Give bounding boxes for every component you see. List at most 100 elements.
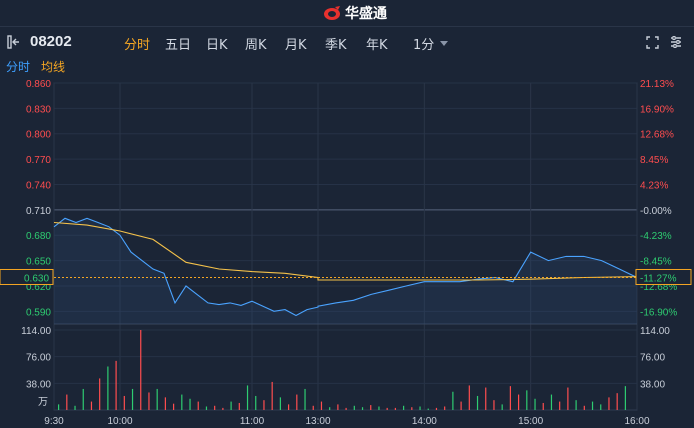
- volume-bar: [246, 385, 249, 410]
- brand-logo-icon: [324, 6, 340, 20]
- top-bar: 华盛通: [0, 0, 694, 27]
- price-tick-label: 0.740: [26, 180, 51, 191]
- tab-period-weekly[interactable]: 周K: [245, 38, 267, 53]
- pct-tick-label: 12.68%: [640, 130, 674, 141]
- indicator-legend: 分时 均线: [0, 57, 694, 75]
- volume-bar: [66, 394, 68, 410]
- pct-tick-label: -8.45%: [640, 257, 672, 268]
- volume-bar: [526, 390, 528, 410]
- volume-bar: [476, 395, 479, 410]
- volume-bar: [353, 405, 355, 410]
- volume-bar: [501, 404, 503, 410]
- volume-bar: [370, 405, 372, 410]
- volume-bar: [173, 403, 175, 410]
- price-tick-label: 0.650: [26, 257, 51, 268]
- volume-bar: [444, 406, 446, 410]
- volume-bar: [205, 406, 208, 410]
- volume-bar: [460, 401, 462, 410]
- fullscreen-icon[interactable]: [646, 36, 659, 49]
- brand: 华盛通: [322, 4, 387, 22]
- volume-bar: [616, 393, 618, 410]
- tab-period-5day[interactable]: 五日: [165, 38, 192, 53]
- volume-bar: [279, 397, 281, 410]
- volume-unit-label: 万: [38, 397, 48, 408]
- tab-period-quarterly[interactable]: 季K: [325, 38, 347, 53]
- price-tick-label: 0.710: [26, 206, 51, 217]
- tab-period-minute[interactable]: 1分: [413, 38, 435, 53]
- toolbar: 08202 分时 五日 日K 周K 月K 季K 年K 1分: [0, 27, 694, 57]
- volume-bar: [345, 407, 347, 410]
- legend-price[interactable]: 分时: [6, 60, 31, 74]
- volume-bar: [107, 366, 109, 410]
- volume-bar: [148, 392, 150, 410]
- volume-tick-label-right: 114.00: [640, 326, 670, 337]
- volume-bar: [411, 407, 413, 410]
- settings-icon[interactable]: [669, 35, 683, 49]
- chevron-down-icon[interactable]: [440, 41, 448, 46]
- stock-code[interactable]: 08202: [30, 33, 72, 50]
- time-tick-label: 14:00: [412, 416, 437, 427]
- volume-bar: [550, 394, 553, 410]
- volume-tick-label-right: 76.00: [640, 353, 665, 364]
- volume-bar: [534, 398, 536, 410]
- tab-period-daily[interactable]: 日K: [206, 38, 228, 53]
- price-tick-label: 0.590: [26, 307, 51, 318]
- tab-period-intraday[interactable]: 分时: [124, 38, 151, 53]
- volume-bar: [263, 400, 265, 410]
- time-tick-label: 16:00: [624, 416, 649, 427]
- time-tick-label: 15:00: [518, 416, 543, 427]
- volume-bar: [600, 404, 602, 410]
- legend-average[interactable]: 均线: [41, 60, 66, 74]
- volume-tick-label: 114.00: [21, 326, 51, 337]
- volume-bar: [214, 405, 216, 410]
- volume-bar: [238, 402, 240, 410]
- volume-bar: [542, 402, 544, 410]
- volume-bar: [123, 395, 125, 410]
- current-price-tag: [0, 268, 54, 285]
- pct-tick-label: 8.45%: [640, 155, 668, 166]
- current-change-label: -11.27%: [640, 273, 677, 284]
- volume-bar: [386, 407, 388, 410]
- volume-bar: [337, 404, 339, 410]
- volume-bar: [583, 405, 585, 410]
- volume-tick-label: 76.00: [26, 353, 51, 364]
- volume-bar: [427, 408, 429, 410]
- volume-tick-label: 38.00: [26, 379, 51, 390]
- volume-bar: [624, 386, 626, 410]
- volume-bar: [222, 407, 224, 410]
- panel-toggle-icon[interactable]: [7, 35, 21, 49]
- volume-bar: [559, 401, 561, 410]
- brand-name: 华盛通: [345, 6, 387, 22]
- price-line-series: [53, 217, 638, 317]
- time-tick-label: 13:00: [305, 416, 330, 427]
- pct-tick-label: 4.23%: [640, 180, 668, 191]
- average-line-series: [53, 221, 638, 281]
- volume-bar: [181, 394, 183, 410]
- volume-bar: [493, 400, 495, 410]
- volume-bar: [608, 397, 610, 410]
- volume-bar: [189, 398, 191, 410]
- volume-bar: [164, 397, 166, 410]
- pct-tick-label: -4.23%: [640, 231, 672, 242]
- tab-period-yearly[interactable]: 年K: [366, 38, 388, 53]
- volume-bar: [320, 401, 323, 410]
- current-change-tag: [635, 268, 692, 285]
- volume-tick-label-right: 38.00: [640, 379, 665, 390]
- tab-period-monthly[interactable]: 月K: [285, 38, 307, 53]
- volume-bar: [140, 330, 142, 410]
- pct-tick-label: 16.90%: [640, 104, 674, 115]
- time-tick-label: 10:00: [107, 416, 132, 427]
- volume-bar: [435, 407, 438, 410]
- volume-bar: [361, 407, 364, 410]
- volume-bar: [156, 388, 158, 410]
- volume-bar: [419, 406, 421, 410]
- plot-frame: [53, 82, 638, 411]
- volume-bar: [255, 395, 257, 410]
- price-area: [54, 218, 637, 324]
- price-tick-label: 0.620: [26, 282, 51, 293]
- volume-bar: [452, 391, 454, 410]
- pct-tick-label: 21.13%: [640, 79, 674, 90]
- volume-bar: [197, 401, 199, 410]
- volume-bar: [296, 394, 298, 410]
